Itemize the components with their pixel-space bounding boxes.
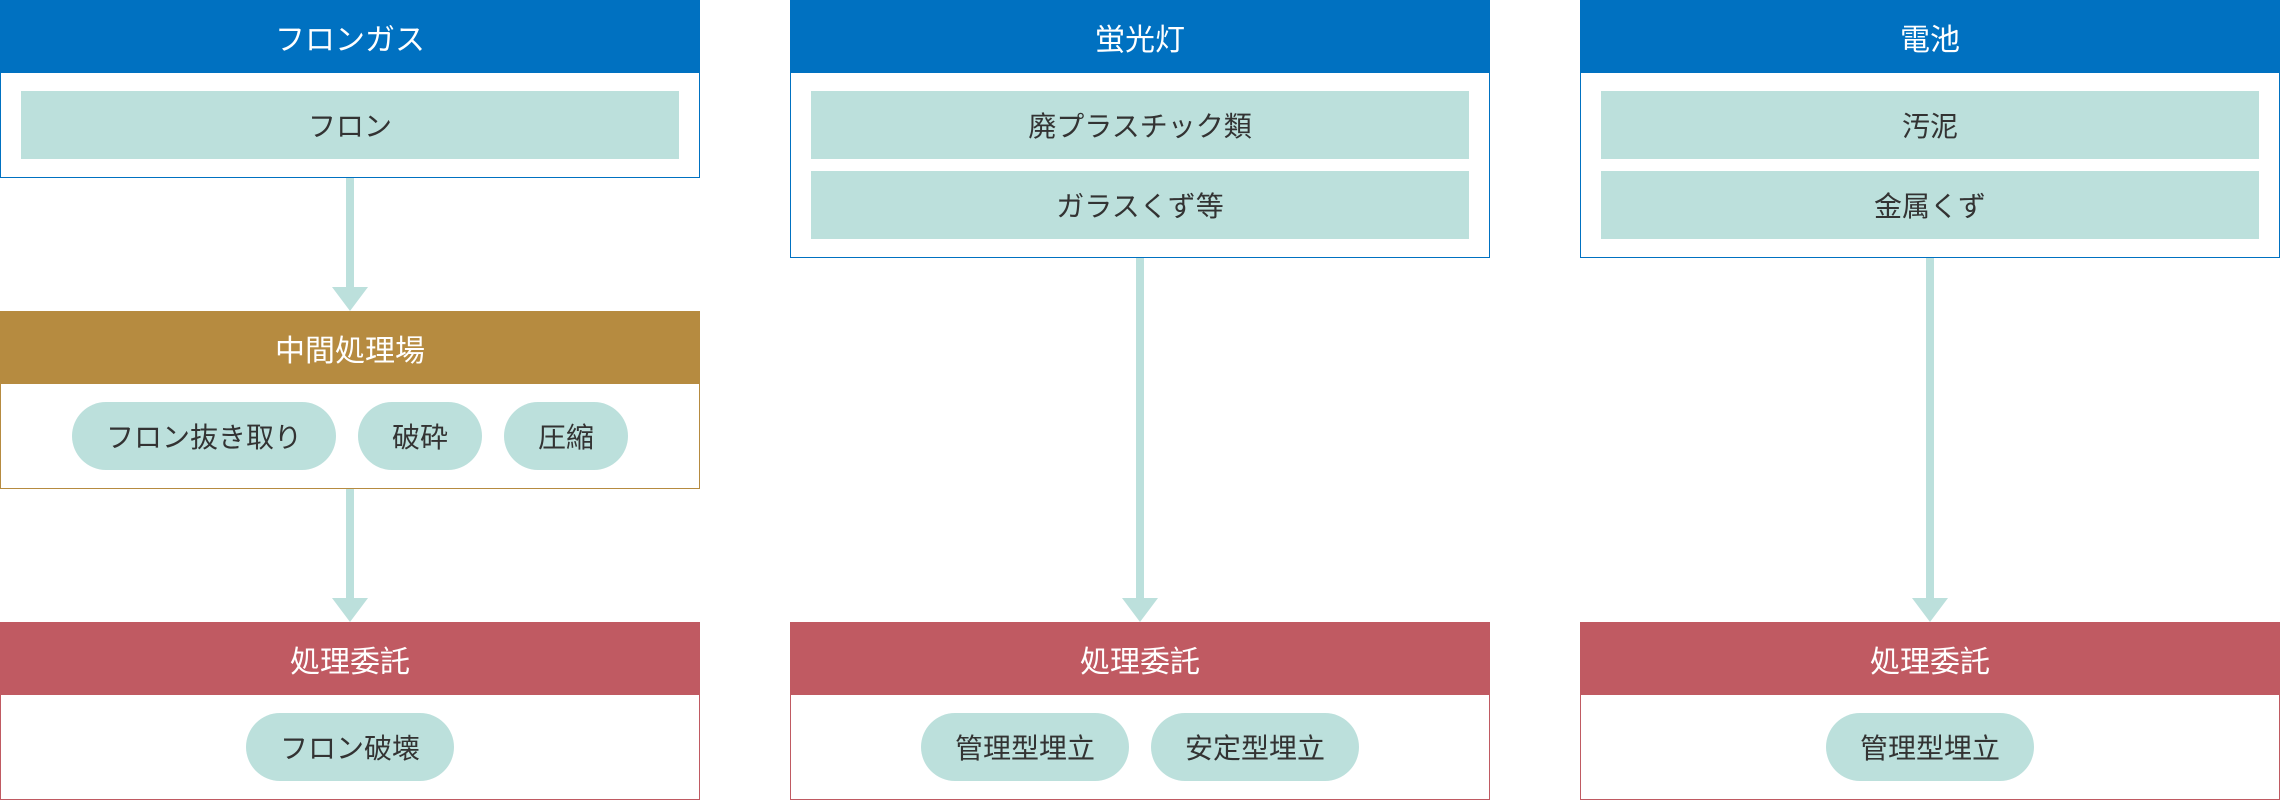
flow-block: 処理委託フロン破壊: [0, 622, 700, 800]
flow-column: フロンガスフロン中間処理場フロン抜き取り破砕圧縮処理委託フロン破壊: [0, 0, 700, 800]
pill-item: 管理型埋立: [921, 713, 1129, 781]
rect-item: 金属くず: [1601, 171, 2259, 239]
block-header: 処理委託: [1, 623, 699, 695]
block-header: 処理委託: [1581, 623, 2279, 695]
rect-item: ガラスくず等: [811, 171, 1469, 239]
pill-row: 管理型埋立安定型埋立: [791, 695, 1489, 799]
rect-item: 汚泥: [1601, 91, 2259, 159]
pill-row: フロン抜き取り破砕圧縮: [1, 384, 699, 488]
flow-block: 電池汚泥金属くず: [1580, 0, 2280, 258]
pill-item: 安定型埋立: [1151, 713, 1359, 781]
block-body: 廃プラスチック類ガラスくず等: [791, 73, 1489, 257]
flow-block: 中間処理場フロン抜き取り破砕圧縮: [0, 311, 700, 489]
pill-item: 破砕: [358, 402, 482, 470]
pill-item: フロン破壊: [246, 713, 454, 781]
flow-arrow: [0, 178, 700, 311]
flow-arrow: [0, 489, 700, 622]
flow-arrow: [1580, 258, 2280, 622]
flow-column: 蛍光灯廃プラスチック類ガラスくず等処理委託管理型埋立安定型埋立: [790, 0, 1490, 800]
flow-block: 処理委託管理型埋立安定型埋立: [790, 622, 1490, 800]
flow-block: フロンガスフロン: [0, 0, 700, 178]
block-header: 蛍光灯: [791, 1, 1489, 73]
block-header: 中間処理場: [1, 312, 699, 384]
pill-item: フロン抜き取り: [72, 402, 336, 470]
pill-item: 管理型埋立: [1826, 713, 2034, 781]
flow-arrow: [790, 258, 1490, 622]
block-header: 電池: [1581, 1, 2279, 73]
rect-item: フロン: [21, 91, 679, 159]
pill-row: 管理型埋立: [1581, 695, 2279, 799]
flow-column: 電池汚泥金属くず処理委託管理型埋立: [1580, 0, 2280, 800]
block-body: フロン: [1, 73, 699, 177]
block-header: フロンガス: [1, 1, 699, 73]
pill-row: フロン破壊: [1, 695, 699, 799]
flow-block: 蛍光灯廃プラスチック類ガラスくず等: [790, 0, 1490, 258]
rect-item: 廃プラスチック類: [811, 91, 1469, 159]
block-body: 汚泥金属くず: [1581, 73, 2279, 257]
pill-item: 圧縮: [504, 402, 628, 470]
flow-block: 処理委託管理型埋立: [1580, 622, 2280, 800]
block-header: 処理委託: [791, 623, 1489, 695]
